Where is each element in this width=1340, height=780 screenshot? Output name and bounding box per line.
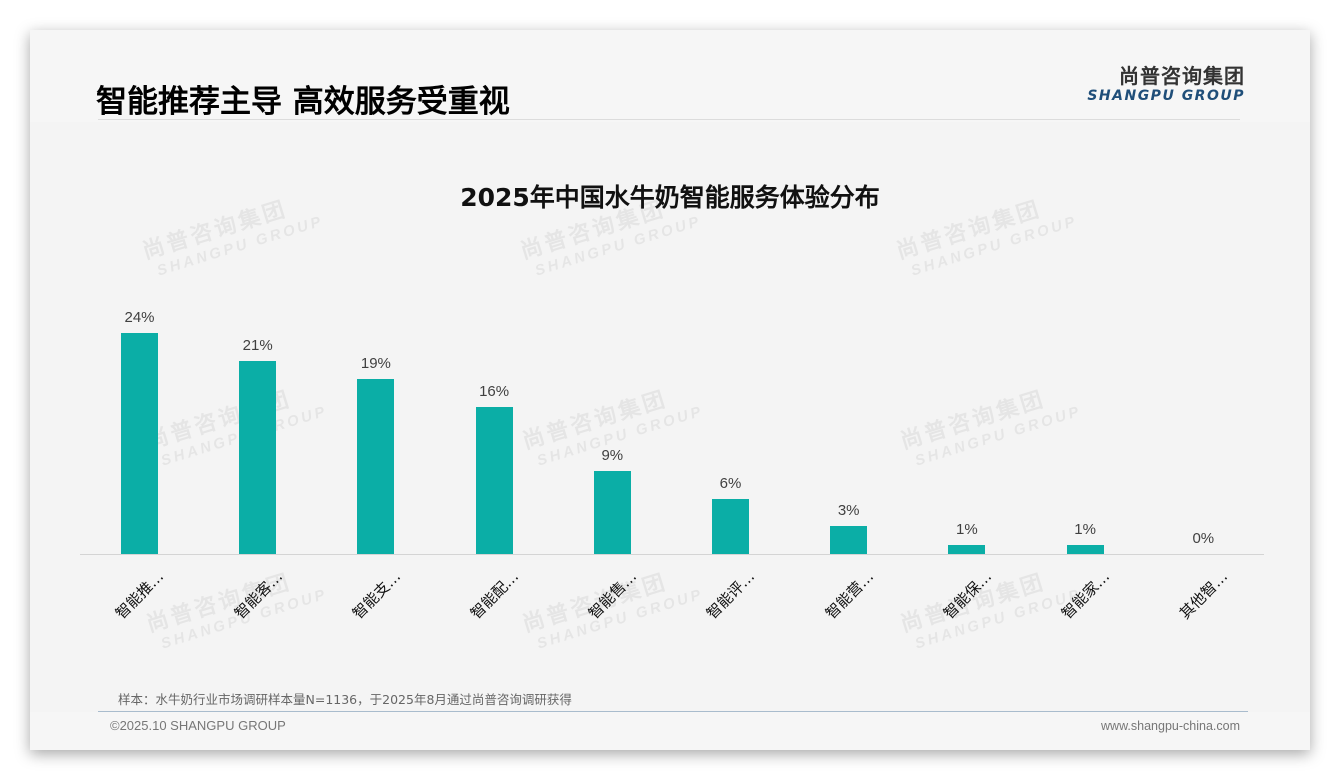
company-logo: 尚普咨询集团 SHANGPU GROUP xyxy=(1085,64,1245,104)
bar xyxy=(239,361,277,554)
title-divider xyxy=(98,119,1240,120)
bar xyxy=(357,379,395,554)
x-axis-category-label: 其他智… xyxy=(1176,567,1232,623)
logo-chinese: 尚普咨询集团 xyxy=(1119,64,1245,88)
header-band xyxy=(30,30,1310,122)
sample-note: 样本：水牛奶行业市场调研样本量N=1136，于2025年8月通过尚普咨询调研获得 xyxy=(118,692,572,707)
watermark: 尚普咨询集团 SHANGPU GROUP xyxy=(897,569,1084,653)
x-axis-category-label: 智能推… xyxy=(112,567,168,623)
footer-divider xyxy=(98,711,1248,712)
bar-value-label: 24% xyxy=(124,309,155,326)
bar-value-label: 1% xyxy=(1074,521,1096,538)
bar xyxy=(121,333,158,554)
bar xyxy=(712,499,749,554)
footer-band xyxy=(30,712,1310,750)
bar-value-label: 6% xyxy=(719,475,742,492)
logo-english: SHANGPU GROUP xyxy=(1087,88,1245,104)
bar xyxy=(593,471,631,554)
bar-value-label: 19% xyxy=(360,355,391,372)
chart-title: 2025年中国水牛奶智能服务体验分布 xyxy=(460,183,880,212)
x-axis-line xyxy=(80,554,1264,555)
x-axis-category-label: 智能售… xyxy=(585,567,641,623)
x-axis-category-label: 智能保… xyxy=(939,567,996,623)
slide: 智能推荐主导 高效服务受重视 尚普咨询集团 SHANGPU GROUP 尚普咨询… xyxy=(30,30,1310,750)
bar-value-label: 0% xyxy=(1192,530,1215,547)
watermark: 尚普咨询集团 SHANGPU GROUP xyxy=(143,386,330,470)
x-axis-category-label: 智能客… xyxy=(230,567,286,623)
watermark: 尚普咨询集团 SHANGPU GROUP xyxy=(897,386,1084,470)
x-axis-category-label: 智能配… xyxy=(467,567,523,623)
x-axis-category-label: 智能评… xyxy=(703,567,759,623)
bar-value-label: 21% xyxy=(242,337,273,354)
bar xyxy=(475,407,513,554)
x-axis-category-label: 智能支… xyxy=(348,567,405,623)
bar-value-label: 16% xyxy=(479,383,510,400)
x-axis-category-label: 智能营… xyxy=(821,567,877,623)
bar-value-label: 1% xyxy=(956,521,978,538)
bar xyxy=(948,545,986,554)
bar-value-label: 9% xyxy=(601,447,624,464)
x-axis-category-label: 智能家… xyxy=(1058,567,1114,623)
copyright: ©2025.10 SHANGPU GROUP xyxy=(110,718,286,733)
bar-value-label: 3% xyxy=(837,502,860,519)
bar xyxy=(1066,545,1104,554)
website-link[interactable]: www.shangpu-china.com xyxy=(1101,719,1240,733)
page-title: 智能推荐主导 高效服务受重视 xyxy=(96,84,510,120)
bar xyxy=(830,526,868,554)
